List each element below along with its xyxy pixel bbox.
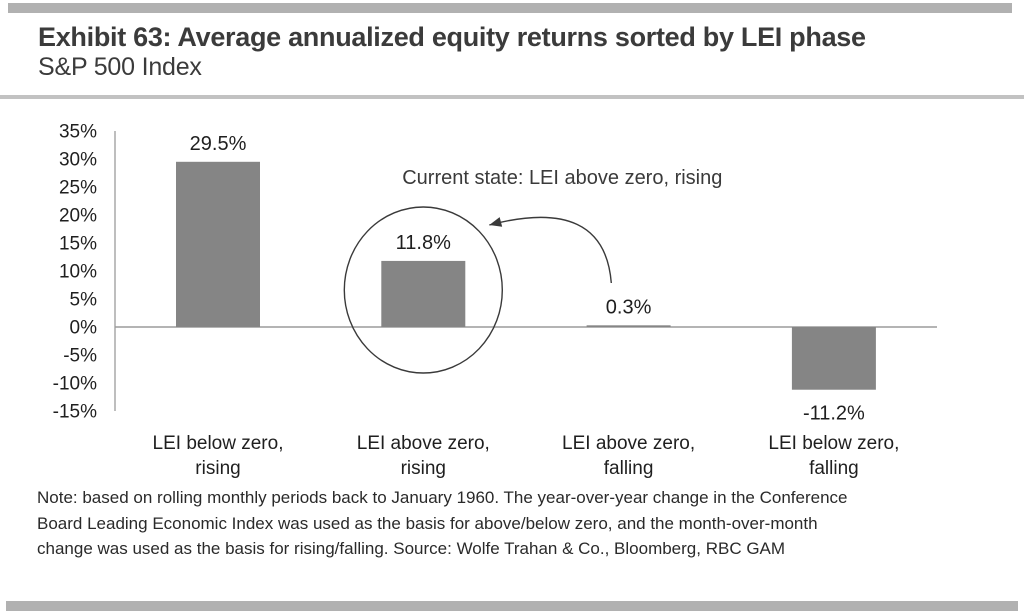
y-tick-label: 35% xyxy=(59,122,97,143)
bar-0 xyxy=(176,161,260,327)
category-label: LEI below zero, rising xyxy=(153,433,284,479)
y-tick-label: -5% xyxy=(63,346,97,367)
bar-3 xyxy=(791,327,876,390)
annotation-text: Current state: LEI above zero, rising xyxy=(402,167,722,189)
bar-value-label: 11.8% xyxy=(396,232,451,254)
bar-1 xyxy=(381,260,466,327)
y-tick-label: 0% xyxy=(70,318,98,339)
bar-2 xyxy=(586,325,671,327)
category-label: LEI above zero, rising xyxy=(357,433,490,479)
source-note-line: Note: based on rolling monthly periods b… xyxy=(37,488,848,507)
y-tick-label: 25% xyxy=(59,178,97,199)
y-tick-label: 15% xyxy=(59,234,97,255)
source-note: Note: based on rolling monthly periods b… xyxy=(37,485,977,562)
annotation-arrow xyxy=(489,216,612,284)
arrowhead-icon xyxy=(489,217,503,227)
y-tick-label: -15% xyxy=(53,402,97,423)
y-tick-label: 20% xyxy=(59,206,97,227)
source-note-line: Board Leading Economic Index was used as… xyxy=(37,513,818,533)
y-tick-label: 5% xyxy=(70,290,98,311)
y-tick-label: 10% xyxy=(59,262,97,283)
source-note-line: change was used as the basis for rising/… xyxy=(37,539,786,558)
bar-value-label: 29.5% xyxy=(190,133,247,155)
bar-chart: 35% 30% 25% 20% 15% 10% 5% 0% -5% -10% -15% 29.5% LE… xyxy=(53,122,937,479)
bottom-divider-bar xyxy=(6,601,1018,611)
exhibit-subtitle: S&P 500 Index xyxy=(38,53,202,81)
top-divider-bar xyxy=(8,3,1012,13)
header-divider-line xyxy=(0,95,1024,99)
y-tick-label: 30% xyxy=(59,150,97,171)
category-label: LEI above zero, falling xyxy=(562,433,695,479)
y-tick-label: -10% xyxy=(53,374,97,395)
category-label: LEI below zero, falling xyxy=(768,433,899,479)
bar-value-label: 0.3% xyxy=(606,296,652,318)
header: Exhibit 63: Average annualized equity re… xyxy=(38,22,866,82)
highlight-circle xyxy=(343,206,503,374)
bar-value-label: -11.2% xyxy=(803,403,865,425)
exhibit-title: Exhibit 63: Average annualized equity re… xyxy=(38,22,866,52)
